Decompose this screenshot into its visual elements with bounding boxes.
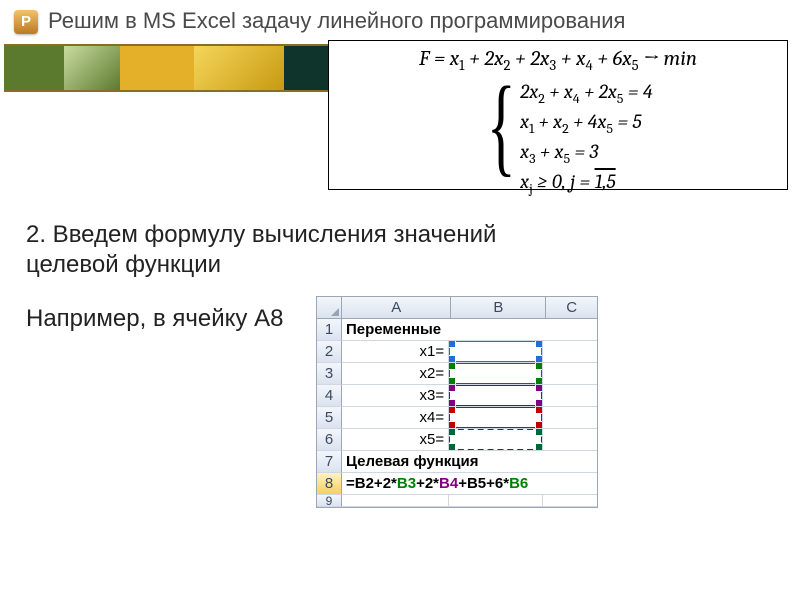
cell-b9[interactable] [449, 495, 543, 507]
cell-c6[interactable] [543, 429, 597, 451]
col-header-c[interactable]: C [546, 297, 597, 319]
excel-screenshot: A B C 1 Переменные 2 x1= 3 x2= [316, 296, 598, 508]
cell-b2[interactable] [449, 341, 543, 363]
cell-c9[interactable] [543, 495, 597, 507]
row-header-1[interactable]: 1 [317, 319, 342, 341]
step-line-1: 2. Введем формулу вычисления значений [26, 220, 496, 250]
step-line-2: целевой функции [26, 250, 496, 280]
excel-row-1: 1 Переменные [317, 319, 597, 341]
decorative-ribbon [4, 44, 334, 92]
row-header-6[interactable]: 6 [317, 429, 342, 451]
excel-header-row: A B C [317, 297, 597, 319]
cell-a7[interactable]: Целевая функция [342, 451, 597, 473]
cell-c5[interactable] [543, 407, 597, 429]
constraint-1: 2x2 + x4 + 2x5 = 4 [520, 80, 653, 110]
constraint-4: xj ≥ 0, j = 1,5 [520, 170, 653, 200]
excel-row-8: 8 =B2+2*B3+2*B4+B5+6*B6 [317, 473, 597, 495]
formula-segment: =B2+2* [346, 475, 397, 492]
row-header-3[interactable]: 3 [317, 363, 342, 385]
row-header-5[interactable]: 5 [317, 407, 342, 429]
cell-c4[interactable] [543, 385, 597, 407]
cell-b5[interactable] [449, 407, 543, 429]
formula-ref-b3: B3 [397, 475, 416, 492]
constraint-system: { 2x2 + x4 + 2x5 = 4 x1 + x2 + 4x5 = 5 x… [329, 80, 787, 200]
cell-b6[interactable] [449, 429, 543, 451]
excel-row-5: 5 x4= [317, 407, 597, 429]
cell-c2[interactable] [543, 341, 597, 363]
cell-a9[interactable] [342, 495, 449, 507]
slide-title: Решим в MS Excel задачу линейного програ… [48, 8, 780, 34]
formula-ref-b4: B4 [439, 475, 458, 492]
cell-a1[interactable]: Переменные [342, 319, 597, 341]
objective-function: F = x1 + 2x2 + 2x3 + x4 + 6x5 → min [329, 47, 787, 74]
excel-row-4: 4 x3= [317, 385, 597, 407]
cell-a3[interactable]: x2= [342, 363, 449, 385]
row-header-7[interactable]: 7 [317, 451, 342, 473]
cell-c3[interactable] [543, 363, 597, 385]
cell-a5[interactable]: x4= [342, 407, 449, 429]
cell-a6[interactable]: x5= [342, 429, 449, 451]
excel-row-7: 7 Целевая функция [317, 451, 597, 473]
brace-icon: { [487, 80, 516, 200]
formula-segment: +2* [416, 475, 439, 492]
row-header-9[interactable]: 9 [317, 495, 342, 507]
col-header-b[interactable]: B [451, 297, 546, 319]
cell-a2[interactable]: x1= [342, 341, 449, 363]
cell-a8-formula[interactable]: =B2+2*B3+2*B4+B5+6*B6 [342, 473, 597, 495]
formula-segment: +B5+6* [458, 475, 509, 492]
col-header-a[interactable]: A [342, 297, 451, 319]
cell-b3[interactable] [449, 363, 543, 385]
constraint-3: x3 + x5 = 3 [520, 140, 653, 170]
excel-row-9: 9 [317, 495, 597, 507]
select-all-corner[interactable] [317, 297, 342, 319]
excel-row-3: 3 x2= [317, 363, 597, 385]
row-header-2[interactable]: 2 [317, 341, 342, 363]
row-header-8[interactable]: 8 [317, 473, 342, 495]
excel-row-6: 6 x5= [317, 429, 597, 451]
formula-ref-b6: B6 [509, 475, 528, 492]
p-badge-icon: P [14, 10, 38, 34]
cell-b4[interactable] [449, 385, 543, 407]
slide: P Решим в MS Excel задачу линейного прог… [0, 0, 800, 600]
constraints: 2x2 + x4 + 2x5 = 4 x1 + x2 + 4x5 = 5 x3 … [520, 80, 653, 200]
constraint-2: x1 + x2 + 4x5 = 5 [520, 110, 653, 140]
cell-a4[interactable]: x3= [342, 385, 449, 407]
excel-row-2: 2 x1= [317, 341, 597, 363]
formula-box: F = x1 + 2x2 + 2x3 + x4 + 6x5 → min { 2x… [328, 40, 788, 190]
row-header-4[interactable]: 4 [317, 385, 342, 407]
